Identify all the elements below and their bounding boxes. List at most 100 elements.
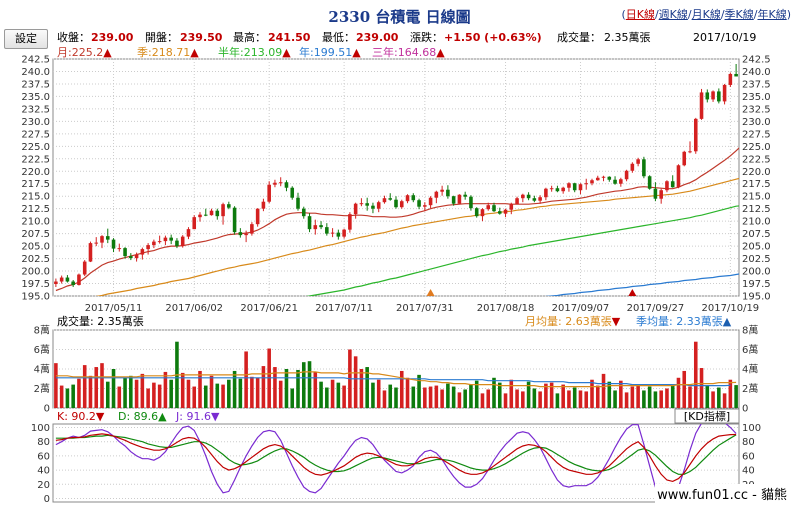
candle-body [146,245,150,250]
volume-bar [544,383,548,408]
candle-body [399,201,404,208]
volume-bar [319,381,323,408]
candle-body [503,209,508,214]
candle-body [457,194,462,204]
price-tick-label-left: 220.0 [21,167,50,178]
volume-bar [521,391,525,408]
volume-bar [705,385,710,408]
candle-body [486,205,491,210]
price-panel [52,58,740,297]
price-tick-label-right: 222.5 [742,154,771,165]
range-link-quarterly[interactable]: 季K線 [724,8,754,21]
candle-body [215,210,220,217]
volume-tick-label-left: 2萬 [34,382,50,395]
volume-bar [699,368,704,408]
volume-bar [255,377,260,408]
price-tick-label-left: 207.5 [21,229,50,240]
volume-bar [457,392,462,408]
candle-body [100,236,104,243]
candle-body [59,277,64,282]
volume-bar [180,372,185,408]
volume-bar [693,341,698,408]
volume-bar [636,385,640,408]
volume-tick-label-left: 4萬 [34,363,50,376]
range-link-weekly[interactable]: 週K線 [658,8,688,21]
range-link-daily[interactable]: 日K線 [625,8,655,21]
price-tick-label-right: 210.0 [742,217,771,228]
candle-body [325,227,329,234]
range-link-yearly[interactable]: 年K線 [757,8,787,21]
volume-bar [682,370,687,408]
price-tick-label-left: 230.0 [21,117,50,128]
volume-tick-label-left: 6萬 [34,343,50,356]
volume-bar [734,385,738,408]
price-tick-label-right: 217.5 [742,179,771,190]
volume-bar [105,381,110,408]
volume-bar [613,390,617,408]
range-links-close: ) [786,8,791,21]
volume-bar [572,387,577,408]
volume-bar [405,377,410,408]
volume-bar [624,392,629,408]
candle-body [261,201,266,209]
settings-button[interactable]: 設定 [4,29,48,49]
volume-bar [134,379,139,408]
price-tick-label-right: 200.0 [742,267,771,278]
candle-body [255,208,260,225]
candle-body [157,241,162,243]
kd-tick-label-right: 80 [742,437,755,448]
price-tick-label-right: 230.0 [742,117,771,128]
kd-tick-label-left: 60 [37,451,50,462]
volume-bar [198,370,202,408]
volume-bar [653,391,658,408]
volume-bar [336,382,341,408]
volume-bar [526,381,531,408]
candle-body [601,176,606,178]
candle-body [336,232,341,237]
high-label: 最高： [233,30,266,44]
volume-bar [192,386,197,408]
candle-body [82,261,87,275]
volume-tick-label-right: 8萬 [742,324,758,337]
kd-indicator-button[interactable] [674,408,740,424]
volume-bar [619,380,623,408]
candle-body [578,184,583,191]
candle-body [342,229,346,237]
price-tick-label-right: 225.0 [742,142,771,153]
kd-k-label: K: 90.2▼ [57,410,105,423]
volume-bar [717,387,721,408]
volume-bar [722,393,727,408]
price-tick-label-left: 205.0 [21,242,50,253]
candle-body [624,170,629,180]
candle-body [278,182,283,184]
candle-body [682,151,687,166]
candle-body [238,232,243,236]
volume-value: 2.35萬張 [604,31,651,44]
candle-body [693,118,698,152]
candle-body [192,217,197,230]
volume-bar [186,379,191,408]
volume-bar [647,386,652,408]
candle-body [734,73,738,77]
range-link-monthly[interactable]: 月K線 [691,8,721,21]
candle-body [365,203,369,206]
kd-tick-label-right: 40 [742,466,755,477]
volume-bar [561,384,565,408]
candle-body [619,179,623,184]
volume-bar [538,391,542,408]
kd-tick-label-left: 80 [37,437,50,448]
ma-year-line [545,273,739,296]
volume-ma-quarter-line [55,377,731,387]
volume-bar [146,388,150,408]
candle-body [711,91,715,100]
candle-body [705,92,710,100]
volume-bar [555,393,560,408]
volume-bar [388,384,393,408]
candle-body [117,248,122,250]
price-tick-label-left: 210.0 [21,217,50,228]
volume-bar [238,378,243,408]
volume-bar [417,374,421,408]
price-tick-label-right: 197.5 [742,279,771,290]
candle-body [405,195,410,202]
candle-body [561,187,565,192]
